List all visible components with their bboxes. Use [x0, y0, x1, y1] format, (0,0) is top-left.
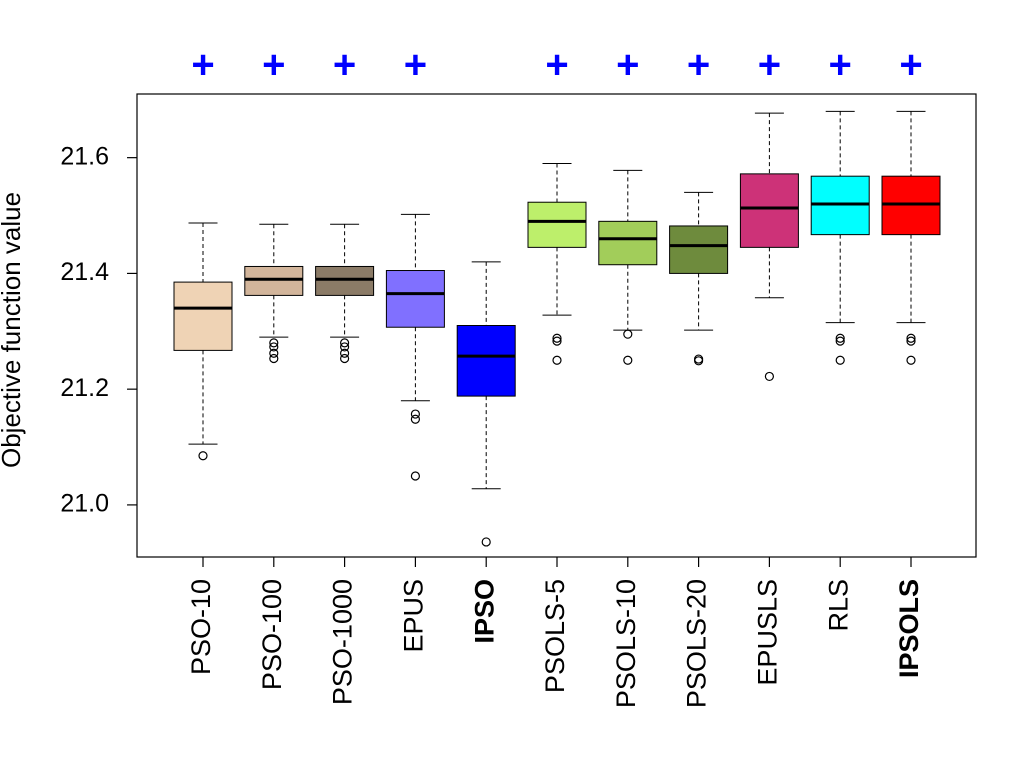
outlier-point: [552, 355, 562, 365]
box-iqr: [244, 265, 304, 296]
x-tick-label: PSO-100: [257, 579, 287, 690]
y-axis-label: Objective function value: [0, 192, 26, 468]
outlier-point: [410, 471, 420, 481]
outlier-point: [269, 353, 279, 364]
outlier-point: [906, 355, 916, 365]
box-iqr: [527, 201, 587, 248]
box-rls: + RLS: [810, 43, 870, 632]
significance-mark: +: [758, 43, 781, 87]
outlier-point: [410, 414, 420, 424]
outlier-point: [906, 336, 916, 346]
box-iqr: [385, 270, 445, 328]
box-ipso: IPSO: [456, 261, 516, 644]
y-tick-label: 21.0: [60, 490, 109, 518]
box-epusls: + EPUSLS: [739, 43, 799, 686]
outlier-point: [340, 353, 350, 364]
x-tick-label: IPSOLS: [894, 579, 924, 678]
significance-mark: +: [404, 43, 427, 87]
box-iqr: [669, 225, 729, 274]
significance-mark: +: [616, 43, 639, 87]
outlier-point: [340, 348, 350, 358]
box-psols-20: + PSOLS-20: [669, 43, 729, 708]
y-tick-label: 21.6: [60, 142, 109, 170]
significance-mark: +: [899, 43, 922, 87]
outlier-point: [764, 371, 775, 382]
box-pso-100: + PSO-100: [244, 43, 304, 690]
box-iqr: [173, 281, 233, 351]
outlier-point: [269, 338, 279, 348]
outlier-point: [623, 355, 633, 365]
outlier-point: [623, 329, 633, 339]
y-tick-label: 21.4: [60, 258, 109, 286]
box-psols-10: + PSOLS-10: [598, 43, 658, 708]
outlier-point: [835, 355, 845, 365]
box-ipsols: + IPSOLS: [881, 43, 941, 678]
x-tick-label: PSOLS-20: [682, 579, 712, 708]
outlier-point: [340, 342, 350, 352]
x-tick-label: EPUS: [399, 579, 429, 653]
box-pso-1000: + PSO-1000: [315, 43, 375, 705]
outlier-point: [906, 333, 916, 343]
box-iqr: [315, 265, 375, 296]
outlier-point: [552, 336, 562, 346]
box-psols-5: + PSOLS-5: [527, 43, 587, 693]
outlier-point: [410, 409, 420, 419]
outlier-point: [693, 356, 704, 366]
significance-mark: +: [545, 43, 568, 87]
box-iqr: [598, 220, 658, 266]
box-iqr: [456, 325, 516, 397]
box-pso-10: + PSO-10: [173, 43, 233, 675]
box-epus: + EPUS: [385, 43, 445, 653]
x-tick-label: PSO-10: [186, 579, 216, 675]
x-tick-label: EPUSLS: [753, 579, 783, 686]
outlier-point: [835, 333, 845, 343]
x-tick-label: IPSO: [469, 579, 499, 644]
significance-mark: +: [262, 43, 285, 87]
outlier-point: [269, 342, 279, 352]
outlier-point: [552, 333, 562, 343]
significance-mark: +: [829, 43, 852, 87]
y-tick-label: 21.2: [60, 374, 109, 402]
significance-mark: +: [333, 43, 356, 87]
box-iqr: [739, 173, 799, 248]
plot-area: 21.0 21.2 21.4 21.6 + PSO-10 + PSO-100 + PSO-1000…: [60, 43, 977, 708]
outlier-point: [481, 537, 491, 547]
outlier-point: [198, 451, 208, 461]
outlier-point: [340, 338, 350, 348]
x-tick-label: PSOLS-10: [611, 579, 641, 708]
significance-mark: +: [687, 43, 710, 87]
outlier-point: [269, 348, 279, 358]
significance-mark: +: [191, 43, 214, 87]
x-tick-label: PSOLS-5: [540, 579, 570, 693]
x-tick-label: RLS: [823, 579, 853, 632]
x-tick-label: PSO-1000: [328, 579, 358, 705]
outlier-point: [835, 336, 845, 346]
